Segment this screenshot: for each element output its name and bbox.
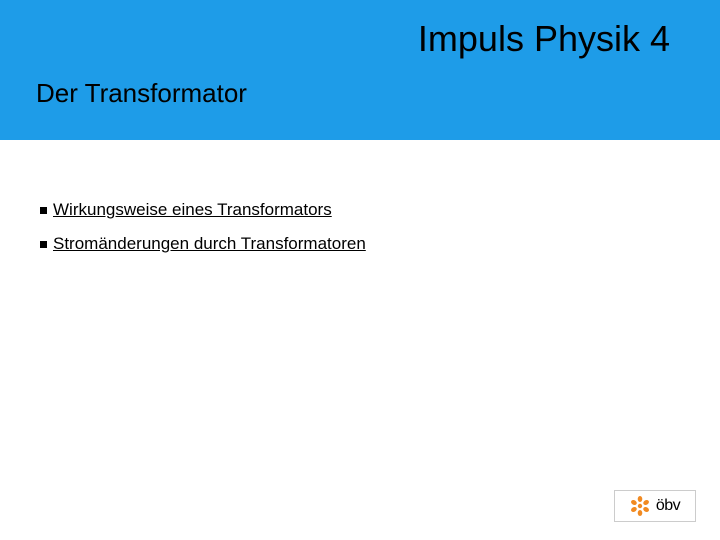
bullet-marker-icon (40, 207, 47, 214)
link-stromaenderungen[interactable]: Stromänderungen durch Transformatoren (53, 234, 366, 254)
content-area: Wirkungsweise eines Transformators Strom… (0, 140, 720, 254)
logo: öbv (614, 490, 696, 522)
link-wirkungsweise[interactable]: Wirkungsweise eines Transformators (53, 200, 332, 220)
page-title: Impuls Physik 4 (40, 18, 670, 60)
logo-text: öbv (656, 497, 680, 515)
slide: Impuls Physik 4 Der Transformator Wirkun… (0, 0, 720, 540)
header: Impuls Physik 4 Der Transformator (0, 0, 720, 140)
page-subtitle: Der Transformator (36, 78, 680, 109)
bullet-marker-icon (40, 241, 47, 248)
asterisk-icon (630, 496, 650, 516)
list-item: Wirkungsweise eines Transformators (40, 200, 680, 220)
list-item: Stromänderungen durch Transformatoren (40, 234, 680, 254)
